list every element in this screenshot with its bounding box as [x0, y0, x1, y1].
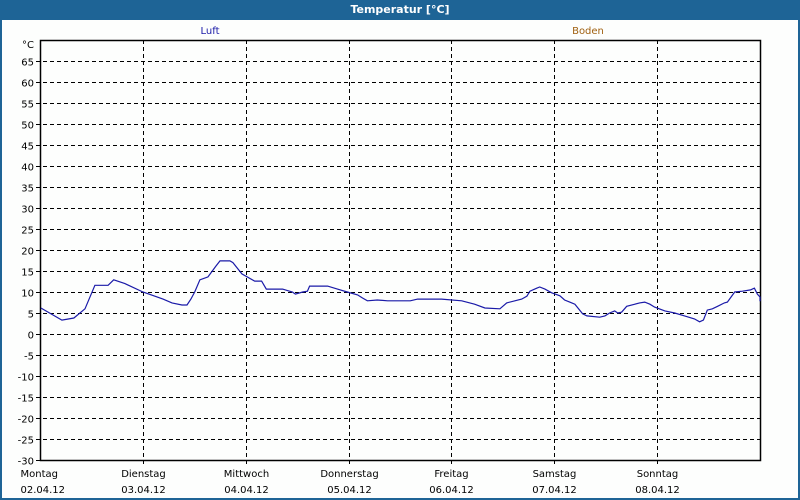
axes: [39, 39, 762, 462]
x-day-label: Donnerstag: [320, 469, 378, 480]
y-tick-label: 30: [21, 205, 34, 216]
x-date-label: 04.04.12: [224, 485, 269, 496]
x-day-label: Freitag: [434, 469, 468, 480]
x-date-label: 03.04.12: [121, 485, 166, 496]
chart-area: 65 60 55 50 45 40 35 30 25 20 15 10 5 0 -5 -10 -15 -20 -25…: [2, 20, 798, 498]
legend-luft: Luft: [201, 26, 220, 37]
x-day-label: Sonntag: [637, 469, 679, 480]
x-day-label: Samstag: [533, 469, 577, 480]
x-day-label: Mittwoch: [224, 469, 269, 480]
y-tick-label: 60: [21, 79, 34, 90]
y-tick-label: -25: [18, 436, 34, 447]
axis-labels: 65605550454035302520151050-5-10-15-20-25…: [18, 40, 680, 496]
y-tick-label: 20: [21, 247, 34, 258]
x-day-label: Dienstag: [121, 469, 166, 480]
y-tick-label: -30: [18, 457, 34, 468]
y-tick-label: -5: [24, 352, 34, 363]
y-unit-label: °C: [22, 40, 34, 51]
y-tick-label: 65: [21, 58, 34, 69]
x-date-label: 05.04.12: [327, 485, 372, 496]
y-tick-label: 10: [21, 289, 34, 300]
y-tick-label: 55: [21, 100, 34, 111]
x-date-label: 02.04.12: [21, 485, 66, 496]
x-date-label: 07.04.12: [532, 485, 577, 496]
y-tick-label: 25: [21, 226, 34, 237]
y-tick-label: 0: [28, 331, 34, 342]
y-tick-label: 45: [21, 142, 34, 153]
x-date-label: 08.04.12: [635, 485, 680, 496]
y-tick-label: -10: [18, 373, 34, 384]
y-tick-label: -20: [18, 415, 34, 426]
y-tick-label: 40: [21, 163, 34, 174]
plot-frame: [39, 39, 762, 462]
window-title: Temperatur [°C]: [350, 3, 450, 16]
y-tick-label: 5: [28, 310, 34, 321]
y-tick-label: -15: [18, 394, 34, 405]
y-tick-label: 50: [21, 121, 34, 132]
y-tick-label: 35: [21, 184, 34, 195]
legend-boden: Boden: [572, 26, 604, 37]
series-lines: [40, 260, 761, 323]
legend: Luft Boden: [201, 26, 604, 37]
x-day-label: Montag: [21, 469, 58, 480]
x-date-label: 06.04.12: [429, 485, 474, 496]
grid-lines: [36, 40, 760, 464]
y-tick-label: 15: [21, 268, 34, 279]
temperature-chart: 65605550454035302520151050-5-10-15-20-25…: [18, 26, 762, 496]
series-line-luft: [40, 260, 761, 323]
